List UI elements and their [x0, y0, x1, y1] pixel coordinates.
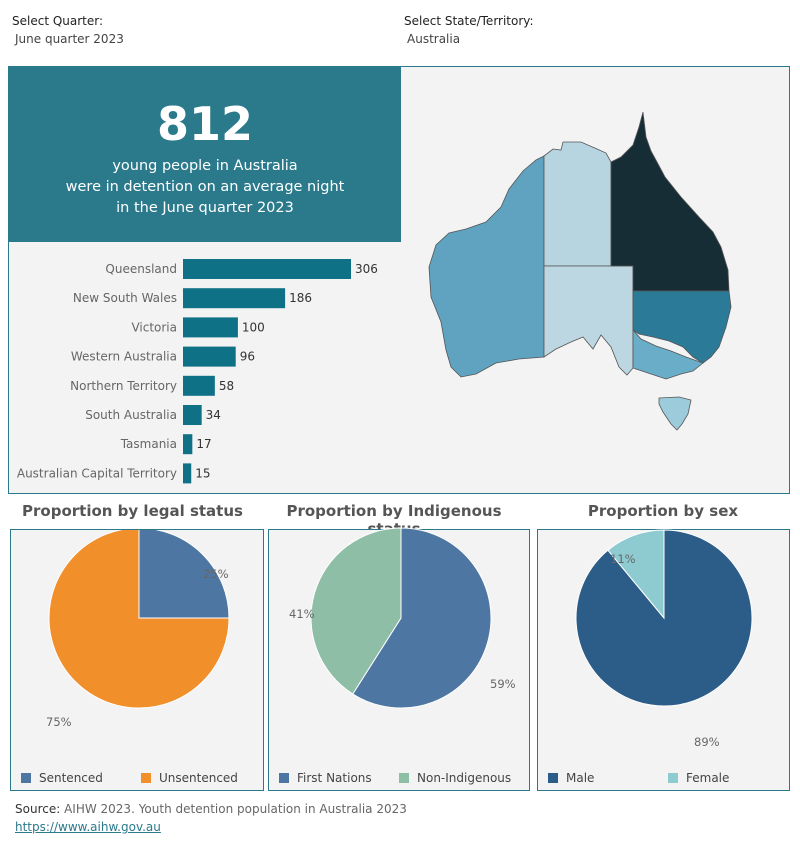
bar-category-label: Queensland [105, 262, 177, 276]
kpi-number: 812 [156, 97, 254, 151]
bar[interactable] [183, 317, 238, 338]
quarter-filter-label: Select Quarter: [12, 14, 104, 28]
female-pct: 11% [610, 552, 636, 566]
bar-value-label: 96 [240, 350, 255, 364]
legend-female[interactable]: Female [668, 771, 729, 785]
sex-pie[interactable] [538, 500, 790, 750]
bar-category-label: Western Australia [71, 350, 177, 364]
bar[interactable] [183, 288, 286, 309]
legend-first-nations[interactable]: First Nations [279, 771, 372, 785]
legend-swatch [399, 773, 409, 783]
map-western-australia[interactable] [428, 155, 545, 378]
bar-value-label: 186 [289, 291, 312, 305]
kpi-line-2: were in detention on an average night [65, 179, 345, 195]
state-filter-value[interactable]: Australia [407, 32, 461, 46]
legend-non-indigenous[interactable]: Non-Indigenous [399, 771, 511, 785]
bar-value-label: 58 [219, 379, 234, 393]
non-indigenous-pct: 41% [289, 607, 315, 621]
source-label: Source: [15, 802, 61, 816]
pie-slice-sentenced[interactable] [138, 530, 230, 619]
pie-slice-first-nations[interactable] [352, 527, 492, 709]
map-queensland[interactable] [610, 111, 730, 292]
bar-value-label: 100 [242, 320, 265, 334]
bar[interactable] [183, 405, 202, 425]
unsentenced-pct: 75% [46, 715, 72, 729]
bar[interactable] [183, 434, 193, 455]
source-link[interactable]: https://www.aihw.gov.au [15, 820, 161, 834]
source-text: AIHW 2023. Youth detention population in… [60, 802, 407, 816]
kpi-line-1: young people in Australia [112, 158, 298, 174]
legal-status-pie[interactable] [11, 530, 263, 750]
bar-value-label: 15 [195, 466, 210, 480]
legend-label: Unsentenced [159, 771, 238, 785]
bar[interactable] [183, 463, 192, 484]
legal-status-chart-title: Proportion by legal status [22, 502, 243, 520]
bar-category-label: South Australia [85, 408, 177, 422]
legend-label: Non-Indigenous [417, 771, 512, 785]
bar-category-label: Australian Capital Territory [17, 466, 177, 480]
map-new-south-wales[interactable] [632, 290, 732, 364]
state-overview-panel: 812 young people in Australia were in de… [8, 66, 790, 494]
legend-swatch [668, 773, 678, 783]
pie-slice-male[interactable] [575, 529, 753, 707]
sex-chart-title: Proportion by sex [587, 502, 739, 520]
legend-label: First Nations [297, 771, 372, 785]
legend-label: Female [686, 771, 730, 785]
bar-category-label: Victoria [131, 320, 177, 334]
map-tasmania[interactable] [658, 396, 692, 431]
state-filter-label: Select State/Territory: [404, 14, 534, 28]
australia-map[interactable] [401, 67, 789, 493]
bar-value-label: 306 [355, 262, 378, 276]
first-nations-pct: 59% [490, 677, 516, 691]
bar-value-label: 17 [196, 437, 211, 451]
legend-male[interactable]: Male [548, 771, 594, 785]
bar-category-label: New South Wales [73, 291, 177, 305]
source-note: Source: AIHW 2023. Youth detention popul… [15, 802, 407, 816]
map-northern-territory[interactable] [543, 141, 612, 267]
legend-swatch [548, 773, 558, 783]
legal-status-panel: 25% 75% Sentenced Unsentenced [10, 529, 264, 791]
bar-value-label: 34 [206, 408, 221, 422]
pie-slice-female[interactable] [607, 529, 665, 620]
bar[interactable] [183, 346, 236, 367]
legend-unsentenced[interactable]: Unsentenced [141, 771, 238, 785]
legend-sentenced[interactable]: Sentenced [21, 771, 103, 785]
state-bar-chart: Queensland 306 New South Wales 186 Victoria 1… [17, 259, 378, 484]
kpi-line-3: in the June quarter 2023 [116, 200, 294, 216]
pie-slice-unsentenced[interactable] [48, 530, 230, 709]
indigenous-status-panel: 41% 59% First Nations Non-Indigenous [268, 527, 530, 791]
sentenced-pct: 25% [203, 567, 229, 581]
pie-slice-non-indigenous[interactable] [310, 527, 402, 695]
bar-category-label: Northern Territory [70, 379, 177, 393]
map-south-australia[interactable] [543, 265, 634, 376]
map-victoria[interactable] [632, 328, 704, 380]
bar[interactable] [183, 259, 351, 279]
legend-swatch [141, 773, 151, 783]
legend-swatch [279, 773, 289, 783]
quarter-filter-value[interactable]: June quarter 2023 [15, 32, 124, 46]
legend-label: Male [566, 771, 595, 785]
male-pct: 89% [694, 735, 720, 749]
legend-swatch [21, 773, 31, 783]
bar[interactable] [183, 375, 215, 396]
legend-label: Sentenced [39, 771, 103, 785]
kpi-box: 812 young people in Australia were in de… [9, 67, 401, 242]
bar-category-label: Tasmania [120, 437, 177, 451]
sex-panel: 11% 89% Male Female [537, 529, 790, 791]
indigenous-status-pie[interactable] [269, 500, 529, 750]
